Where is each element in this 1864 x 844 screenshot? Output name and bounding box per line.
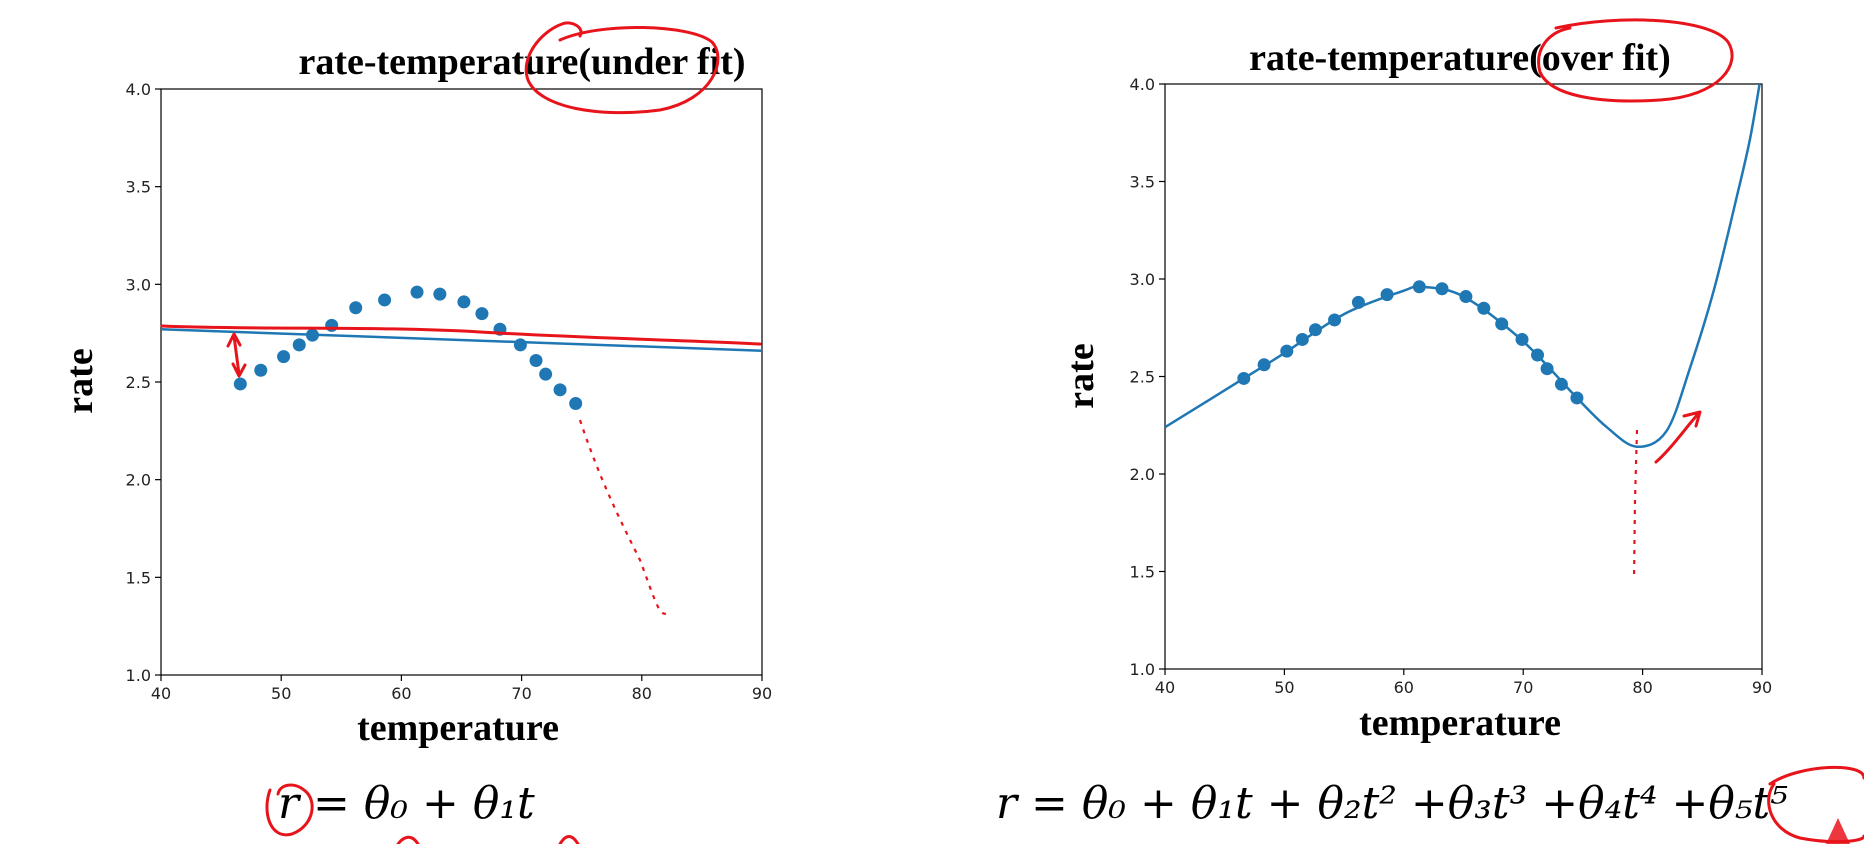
y-tick-label: 2.0	[1130, 465, 1155, 484]
x-axis-label: temperature	[357, 707, 559, 749]
data-point	[277, 350, 291, 364]
data-point	[1237, 371, 1251, 385]
y-tick-label: 3.5	[126, 178, 151, 197]
data-point	[569, 396, 583, 410]
plot-frame	[1164, 83, 1763, 670]
data-point	[1540, 362, 1554, 376]
rising-arrow-mark	[1654, 410, 1702, 464]
data-point	[1295, 332, 1309, 346]
data-point	[1380, 288, 1394, 302]
underfit-redline-mark	[160, 324, 762, 346]
minimum-dotted-mark	[1632, 429, 1639, 581]
y-tick-label: 1.5	[1130, 563, 1155, 582]
data-point	[305, 328, 319, 342]
data-point	[539, 367, 553, 381]
overfit-chart: rate-temperature(over fit) 40 50 60 70 80 90 1…	[996, 37, 1788, 829]
y-tick-label: 3.0	[126, 275, 151, 294]
y-tick-label: 2.5	[1130, 368, 1155, 387]
x-tick-label: 60	[1394, 678, 1414, 697]
extrapolation-dotted-mark	[578, 419, 669, 615]
x-tick-label: 70	[1513, 678, 1533, 697]
x-tick-label: 80	[632, 684, 652, 703]
y-axis-label: rate	[59, 348, 101, 413]
x-tick-label: 70	[511, 684, 531, 703]
underfit-chart: rate-temperature(under fit) 40 50 60 70 80 90…	[59, 41, 772, 829]
data-point	[1435, 282, 1449, 296]
data-point	[1495, 317, 1509, 331]
data-point	[1477, 301, 1491, 315]
theta5-circle-mark	[1767, 765, 1864, 844]
data-point	[1257, 358, 1271, 372]
data-point	[410, 285, 424, 299]
y-tick-label: 3.5	[1130, 173, 1155, 192]
data-point	[254, 363, 268, 377]
x-tick-label: 50	[271, 684, 291, 703]
under-fit-circle-mark	[524, 21, 720, 115]
data-point	[553, 383, 567, 397]
y-tick-label: 1.5	[126, 568, 151, 587]
data-point	[1280, 344, 1294, 358]
y-tick-label: 4.0	[1130, 75, 1155, 94]
linear-fit-line	[161, 328, 762, 352]
polynomial-formula: r = θ₀ + θ₁t + θ₂t² +θ₃t³ +θ₄t⁴ +θ₅t⁵	[996, 778, 1788, 829]
data-point	[378, 293, 392, 307]
data-point	[349, 301, 363, 315]
data-point	[1308, 323, 1322, 337]
over-fit-circle-mark	[1537, 18, 1734, 103]
underline-mark	[396, 835, 580, 844]
data-point	[233, 377, 247, 391]
y-tick-label: 4.0	[126, 80, 151, 99]
chart-title: rate-temperature(over fit)	[1249, 37, 1671, 79]
plot-area: 40 50 60 70 80 90 1.0 1.5 2.0 2.5 3.0 3.5 4.0	[1130, 75, 1773, 697]
y-tick-label: 3.0	[1130, 270, 1155, 289]
y-tick-label: 2.0	[126, 471, 151, 490]
corner-watermark-icon	[1826, 818, 1850, 844]
x-tick-label: 40	[151, 684, 171, 703]
data-point	[457, 295, 471, 309]
x-tick-label: 80	[1632, 678, 1652, 697]
data-point	[529, 354, 543, 368]
data-point	[1459, 290, 1473, 304]
data-point	[1531, 348, 1545, 362]
data-point	[1554, 377, 1568, 391]
x-tick-label: 40	[1155, 678, 1175, 697]
data-point	[1570, 391, 1584, 405]
x-tick-label: 50	[1274, 678, 1294, 697]
x-tick-label: 60	[391, 684, 411, 703]
y-axis-label: rate	[1060, 343, 1102, 408]
polynomial-fit-curve	[1165, 84, 1761, 448]
data-point	[433, 287, 447, 301]
data-point	[475, 307, 489, 321]
chart-title: rate-temperature(under fit)	[298, 41, 745, 83]
y-tick-label: 1.0	[126, 666, 151, 685]
r-circle-mark	[265, 783, 314, 837]
data-point	[1351, 295, 1365, 309]
data-point	[325, 318, 339, 332]
data-point	[1515, 332, 1529, 346]
data-point	[513, 338, 527, 352]
data-point	[1412, 280, 1426, 294]
y-tick-label: 1.0	[1130, 660, 1155, 679]
data-point	[1328, 313, 1342, 327]
plot-area: 40 50 60 70 80 90 1.0 1.5 2.0 2.5 3.0 3.5 4.0	[126, 80, 773, 703]
residual-arrow-mark	[226, 332, 247, 378]
handwritten-annotations	[160, 18, 1864, 844]
x-axis-label: temperature	[1359, 702, 1561, 744]
linear-formula: r = θ₀ + θ₁t	[278, 778, 535, 829]
data-point	[292, 338, 306, 352]
x-tick-label: 90	[752, 684, 772, 703]
plot-frame	[160, 88, 763, 676]
y-tick-label: 2.5	[126, 373, 151, 392]
x-tick-label: 90	[1752, 678, 1772, 697]
